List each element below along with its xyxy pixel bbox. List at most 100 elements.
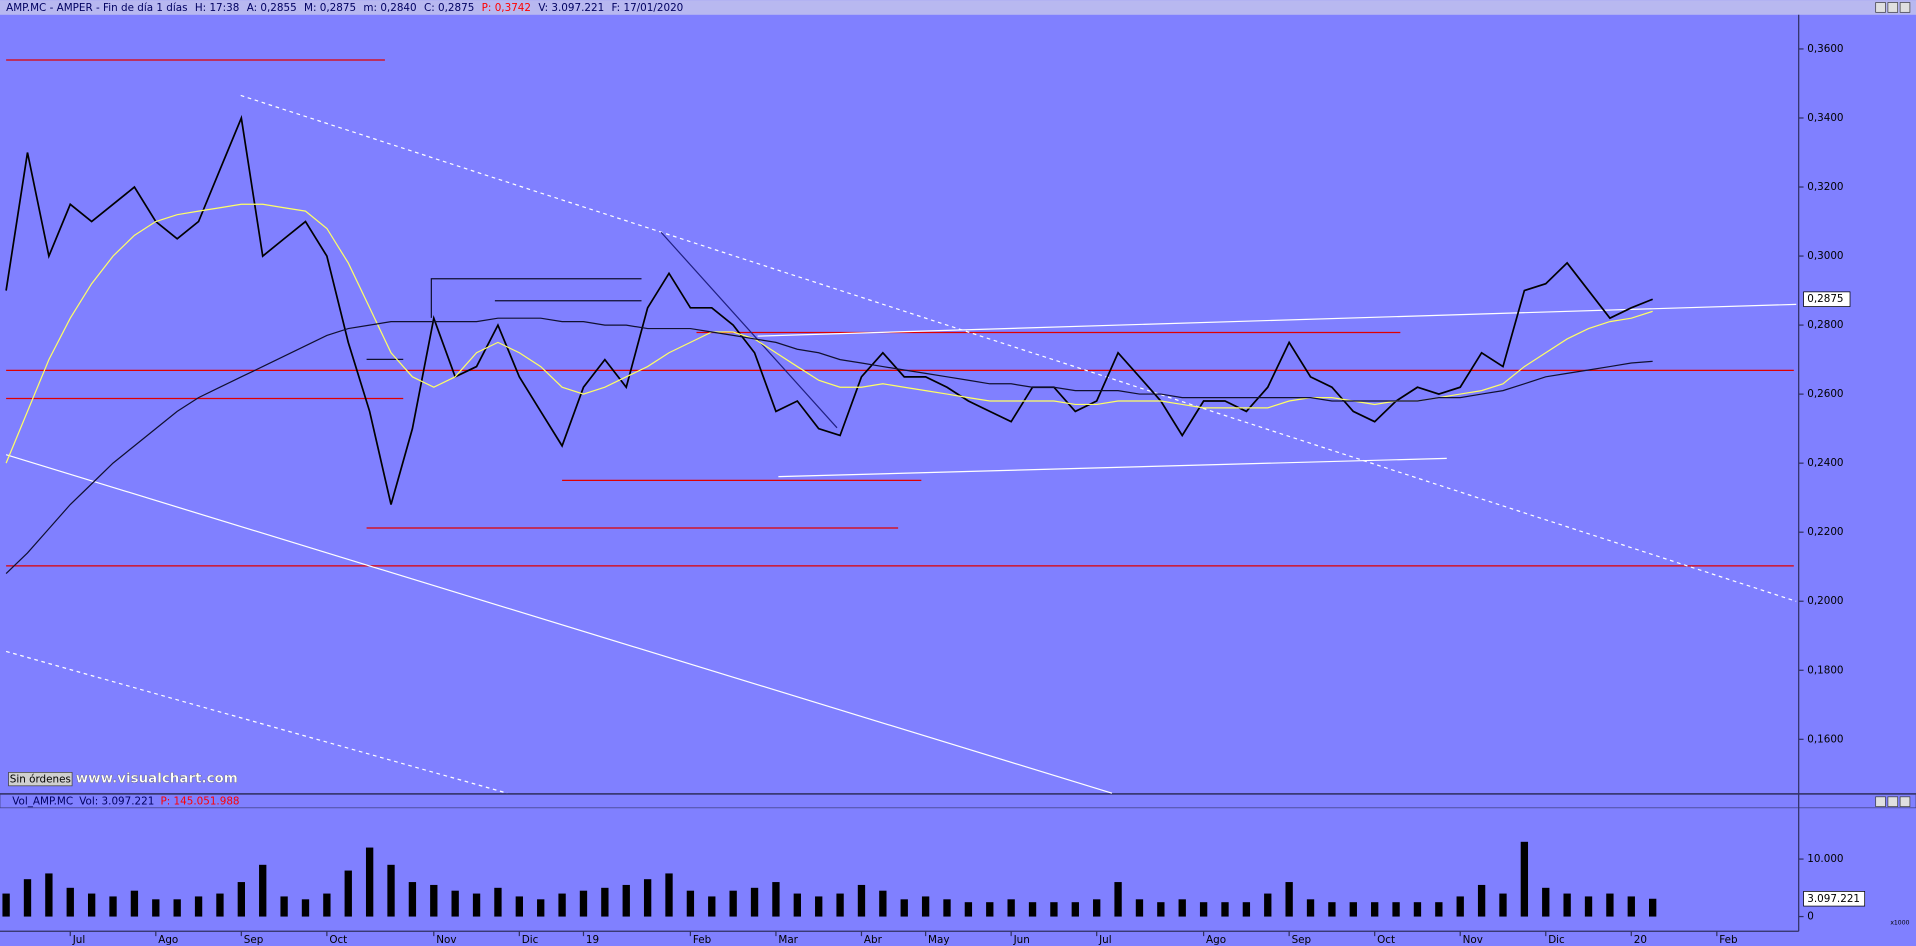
volume-bar: [408, 882, 417, 917]
volume-bar: [259, 864, 267, 917]
volume-bar: [23, 879, 32, 917]
volume-bar: [2, 893, 10, 917]
x-tick-label: Sep: [1292, 934, 1312, 946]
volume-bar: [387, 864, 395, 917]
y-tick-label: 0,2000: [1807, 595, 1843, 607]
volume-bar: [1007, 899, 1015, 917]
volume-bar: [622, 884, 630, 917]
volume-bar: [1371, 902, 1379, 917]
volume-bar: [1627, 896, 1635, 917]
button-frame[interactable]: [8, 772, 73, 787]
volume-bar: [1114, 882, 1122, 917]
volume-bar: [1285, 882, 1293, 917]
volume-title: Vol: 3.097.221: [79, 796, 154, 808]
x-tick-label: Oct: [329, 934, 347, 946]
x-tick-label: 19: [586, 934, 599, 946]
y-tick-label: 0,2600: [1807, 388, 1843, 400]
volume-bar: [793, 893, 801, 917]
volume-bar: [1563, 893, 1571, 917]
volume-bar: [750, 887, 759, 917]
x-tick-label: Jul: [1098, 934, 1112, 946]
volume-bar: [986, 902, 994, 917]
volume-title: P: 145.051.988: [160, 796, 239, 808]
maximize[interactable]: [1887, 796, 1899, 807]
order-button[interactable]: Sin órdenes: [8, 772, 73, 787]
header-item: F: 17/01/2020: [612, 2, 684, 14]
price-line: [5, 317, 1653, 575]
price-line: [5, 114, 1653, 505]
price-line: [5, 203, 1653, 464]
volume-bar: [537, 899, 545, 917]
last-value-box: [1803, 291, 1851, 307]
unit-label: x1000: [1890, 920, 1909, 927]
volume-bar: [1435, 902, 1443, 917]
last-value-box: [1803, 891, 1866, 907]
volume-bar: [1584, 896, 1593, 917]
header-item: V: 3.097.221: [538, 2, 604, 14]
volume-bar: [1328, 902, 1336, 917]
volume-bar: [45, 873, 53, 917]
x-tick-label: Ago: [158, 934, 178, 946]
volume-bar: [515, 896, 523, 917]
volume-bar: [173, 899, 181, 917]
volume-bar: [1413, 902, 1422, 917]
maximize[interactable]: [1887, 2, 1899, 13]
x-tick-label: Sep: [244, 934, 264, 946]
volume-bar: [1499, 893, 1507, 917]
volume-bar: [1542, 887, 1550, 917]
volume-bar: [87, 893, 96, 917]
volume-bar: [66, 887, 74, 917]
window-buttons: [1875, 2, 1911, 807]
close[interactable]: [1899, 796, 1911, 807]
volume-bar: [1520, 841, 1529, 917]
volume-bar: [579, 890, 588, 917]
header-item: M: 0,2875: [304, 2, 356, 14]
last-value-label: 0,2875: [1807, 293, 1843, 305]
x-tick-label: Feb: [693, 934, 712, 946]
volume-bar: [237, 882, 245, 917]
header-item: H: 17:38: [195, 2, 240, 14]
volume-bar: [1157, 902, 1165, 917]
volume-bar: [879, 890, 887, 917]
x-tick-label: 20: [1634, 934, 1647, 946]
x-tick-label: Mar: [778, 934, 798, 946]
last-value-label: 3.097.221: [1807, 893, 1860, 905]
header-item: C: 0,2875: [424, 2, 474, 14]
volume-bar: [494, 887, 502, 917]
volume-title: Vol_AMP.MC: [12, 796, 73, 808]
volume-bar: [1093, 899, 1101, 917]
x-tick-label: Jun: [1013, 934, 1030, 946]
y-tick-label: 0,3000: [1807, 250, 1843, 262]
minimize[interactable]: [1875, 2, 1886, 13]
volume-bar: [1199, 902, 1208, 917]
volume-bar: [857, 884, 866, 917]
volume-bar: [1028, 902, 1037, 917]
volume-bar: [1306, 899, 1315, 917]
close[interactable]: [1899, 2, 1911, 13]
x-tick-label: Nov: [1463, 934, 1483, 946]
y-tick-label: 0,3600: [1807, 43, 1843, 55]
volume-bar: [772, 882, 780, 917]
header: AMP.MC - AMPER - Fin de día 1 días H: 17:…: [6, 2, 683, 14]
x-tick-label: May: [928, 934, 949, 946]
x-tick-label: Jul: [72, 934, 86, 946]
header-item: m: 0,2840: [363, 2, 416, 14]
y-tick-label: 0,3200: [1807, 181, 1843, 193]
button-label[interactable]: Sin órdenes: [10, 774, 71, 786]
volume-bar: [1649, 898, 1657, 917]
volume-bar: [430, 884, 438, 917]
volume-bar: [280, 896, 288, 917]
volume-bar: [152, 899, 160, 917]
x-tick-label: Feb: [1719, 934, 1738, 946]
volume-bar: [1477, 884, 1486, 917]
minimize[interactable]: [1875, 796, 1886, 807]
volume-bar: [1221, 902, 1229, 917]
volume-bar: [301, 899, 310, 917]
volume-bar: [943, 899, 951, 917]
volume-bar: [1071, 902, 1079, 917]
volume-bar: [708, 896, 716, 917]
header-item: A: 0,2855: [247, 2, 297, 14]
volume-bar: [130, 890, 139, 917]
